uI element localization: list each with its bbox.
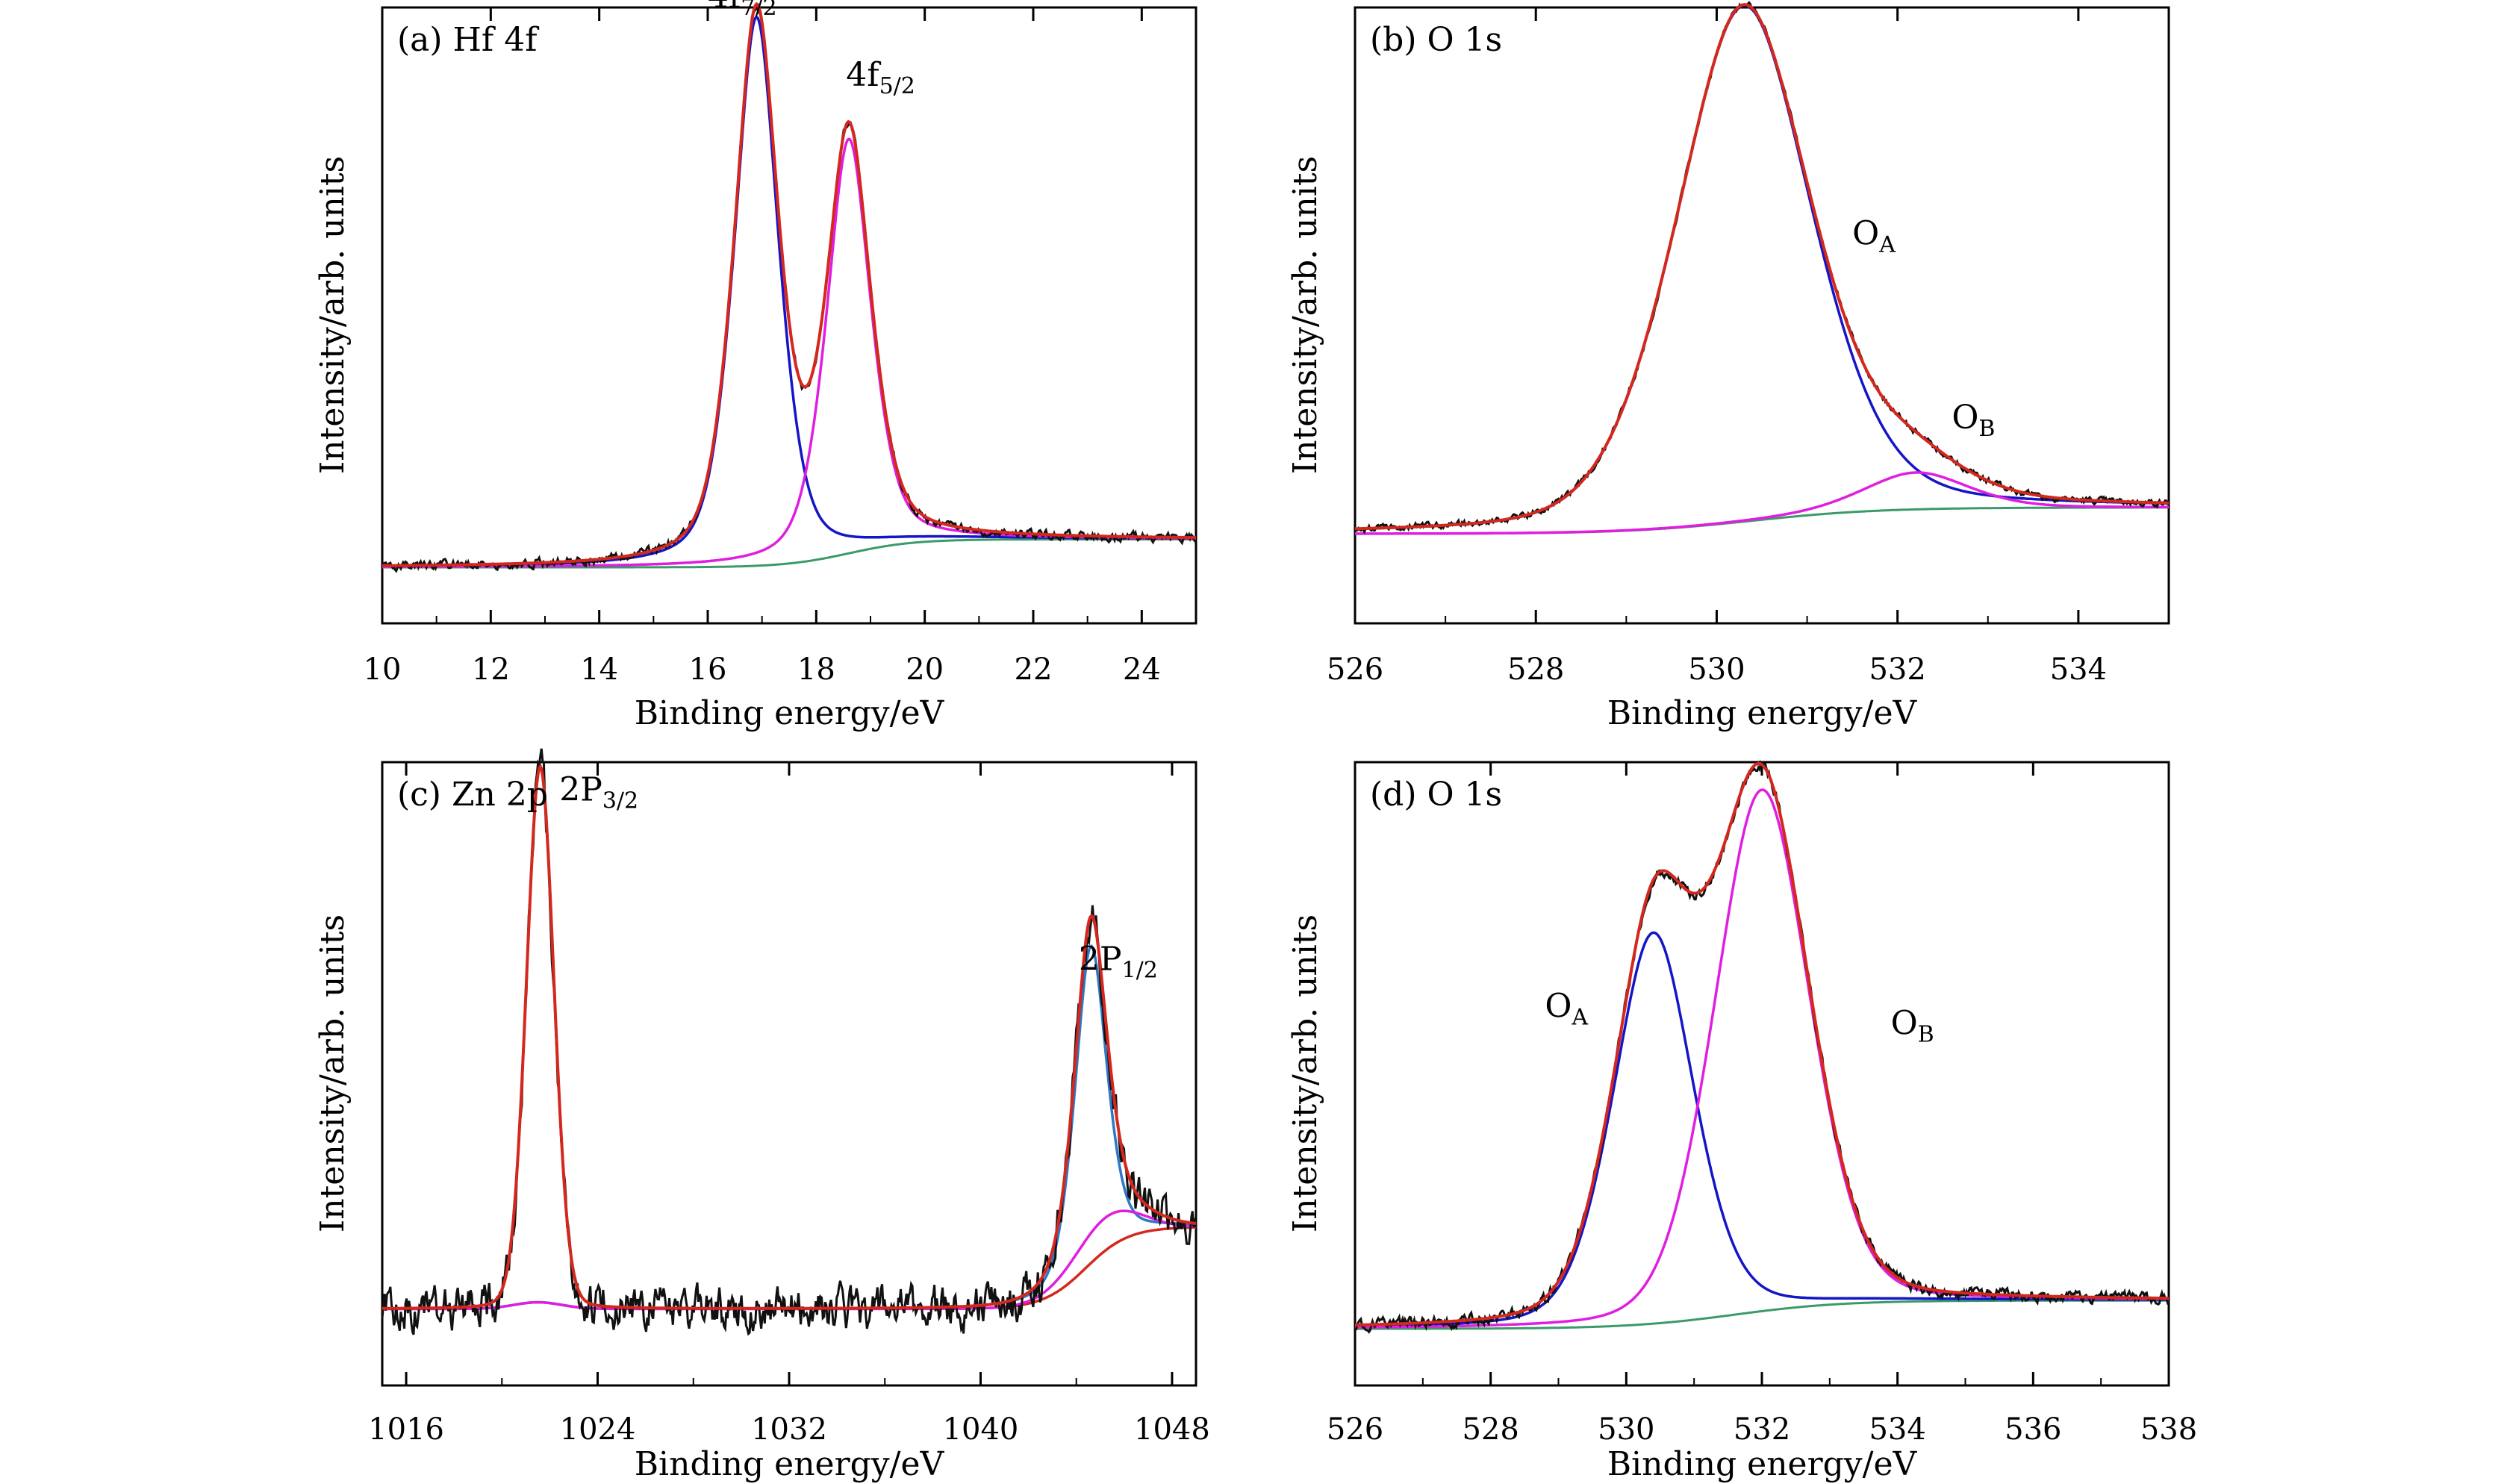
measured-curve	[381, 6, 1197, 573]
x-tick-label: 528	[1462, 1412, 1519, 1447]
x-tick-label: 10	[364, 652, 402, 687]
x-tick-label: 526	[1327, 652, 1383, 687]
panel-d-x-ticks: 526 528 530 532 534 536 538	[1327, 762, 2197, 1447]
x-tick-label: 534	[1869, 1412, 1925, 1447]
panel-b-x-ticks: 526 528 530 532 534	[1327, 7, 2107, 687]
panel-d-label: (d) O 1s	[1370, 776, 1502, 814]
panel-d-x-axis-title: Binding energy/eV	[1607, 1445, 1918, 1483]
x-tick-label: 18	[797, 652, 835, 687]
peak-label: 4f5/2	[846, 56, 915, 99]
envelope-fit-curve	[1355, 761, 2169, 1326]
envelope-fit-curve	[382, 1, 1196, 567]
panel-b-curves	[1354, 1, 2170, 535]
component-curve	[1354, 4, 2170, 531]
component-curve	[382, 1209, 1196, 1311]
x-tick-label: 12	[472, 652, 510, 687]
x-tick-label: 1024	[560, 1412, 636, 1447]
panel-b-y-axis-title: Intensity/arb. units	[1286, 156, 1324, 474]
peak-label: OA	[1852, 214, 1896, 258]
measured-curve	[381, 748, 1197, 1336]
background-curve	[1355, 1299, 2169, 1330]
x-tick-label: 536	[2005, 1412, 2061, 1447]
panel-a-frame	[381, 6, 1197, 625]
panel-c-y-axis-title: Intensity/arb. units	[314, 914, 352, 1232]
x-tick-label: 20	[906, 652, 944, 687]
panel-b-frame	[1354, 6, 2170, 625]
x-tick-label: 538	[2140, 1412, 2197, 1447]
peak-label: OB	[1891, 1004, 1934, 1047]
panel-a-curves	[381, 1, 1197, 573]
panel-c-x-axis-title: Binding energy/eV	[635, 1445, 945, 1483]
measured-curve	[1354, 759, 2170, 1334]
x-tick-label: 14	[580, 652, 618, 687]
component-curve	[382, 15, 1196, 568]
x-tick-label: 534	[2050, 652, 2107, 687]
panel-b-o-1s: 526 528 530 532 534 OA OB (b) O 1s Binding en…	[1286, 1, 2170, 732]
panel-c-curves	[381, 748, 1197, 1336]
panel-b-label: (b) O 1s	[1370, 21, 1502, 59]
panel-c-peak-labels: 2P3/2 2P1/2	[559, 770, 1158, 983]
background-curve	[382, 1226, 1197, 1310]
panel-d-peak-labels: OA OB	[1545, 988, 1934, 1048]
panel-a-peak-labels: 4f7/2 4f5/2	[708, 0, 915, 99]
x-tick-label: 526	[1327, 1412, 1383, 1447]
panel-a-label: (a) Hf 4f	[397, 21, 539, 59]
component-curve	[382, 764, 1197, 1311]
panel-a-hf-4f: 10 12 14 16 18 20 22 24 4f7/2 4f5/2 (a) Hf 4f Bi…	[314, 0, 1197, 732]
panel-b-peak-labels: OA OB	[1852, 214, 1995, 442]
x-tick-label: 1016	[368, 1412, 444, 1447]
component-curve	[1355, 471, 2169, 535]
x-tick-label: 16	[689, 652, 727, 687]
x-tick-label: 532	[1734, 1412, 1790, 1447]
peak-label: OB	[1952, 399, 1995, 442]
panel-d-curves	[1354, 759, 2170, 1334]
panel-a-x-ticks: 10 12 14 16 18 20 22 24	[364, 7, 1161, 687]
x-tick-label: 532	[1869, 652, 1925, 687]
panel-a-x-axis-title: Binding energy/eV	[635, 694, 945, 732]
component-curve	[1355, 788, 2169, 1329]
x-tick-label: 1032	[751, 1412, 827, 1447]
component-curve	[382, 944, 1197, 1311]
x-tick-label: 528	[1507, 652, 1564, 687]
panel-c-label: (c) Zn 2p	[397, 776, 548, 814]
panel-c-zn-2p: 1016 1024 1032 1040 1048 2P3/2 2P1/2 (c) Zn 2…	[314, 748, 1210, 1483]
component-curve	[1355, 931, 2169, 1328]
peak-label: 4f7/2	[708, 0, 777, 21]
x-tick-label: 1040	[943, 1412, 1019, 1447]
panel-d-o-1s: 526 528 530 532 534 536 538 OA OB (d) O 1s Bind…	[1286, 759, 2197, 1483]
x-tick-label: 530	[1598, 1412, 1654, 1447]
panel-a-y-axis-title: Intensity/arb. units	[314, 156, 352, 474]
x-tick-label: 22	[1015, 652, 1053, 687]
panel-c-x-ticks: 1016 1024 1032 1040 1048	[368, 762, 1210, 1447]
x-tick-label: 1048	[1134, 1412, 1210, 1447]
x-tick-label: 530	[1688, 652, 1745, 687]
envelope-fit-curve	[382, 763, 1197, 1310]
envelope-fit-curve	[1355, 3, 2169, 531]
measured-curve	[1354, 1, 2169, 534]
panel-b-x-axis-title: Binding energy/eV	[1607, 694, 1918, 732]
peak-label: 2P3/2	[559, 770, 638, 814]
panel-d-frame	[1354, 761, 2170, 1387]
peak-label: 2P1/2	[1079, 940, 1158, 983]
panel-d-y-axis-title: Intensity/arb. units	[1286, 914, 1324, 1232]
peak-label: OA	[1545, 988, 1588, 1031]
x-tick-label: 24	[1123, 652, 1161, 687]
